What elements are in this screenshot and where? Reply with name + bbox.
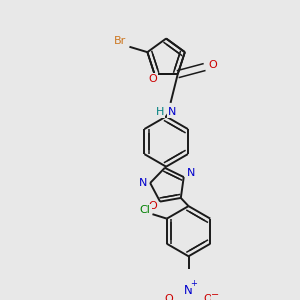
Text: −: − bbox=[212, 290, 220, 300]
Text: Cl: Cl bbox=[140, 205, 151, 215]
Text: N: N bbox=[139, 178, 147, 188]
Text: O: O bbox=[148, 74, 157, 84]
Text: N: N bbox=[187, 168, 195, 178]
Text: Br: Br bbox=[114, 36, 127, 46]
Text: O: O bbox=[208, 60, 217, 70]
Text: N: N bbox=[168, 107, 176, 117]
Text: N: N bbox=[184, 284, 193, 297]
Text: O: O bbox=[204, 294, 213, 300]
Text: +: + bbox=[190, 279, 197, 288]
Text: O: O bbox=[164, 294, 173, 300]
Text: H: H bbox=[156, 107, 164, 117]
Text: O: O bbox=[148, 201, 157, 211]
